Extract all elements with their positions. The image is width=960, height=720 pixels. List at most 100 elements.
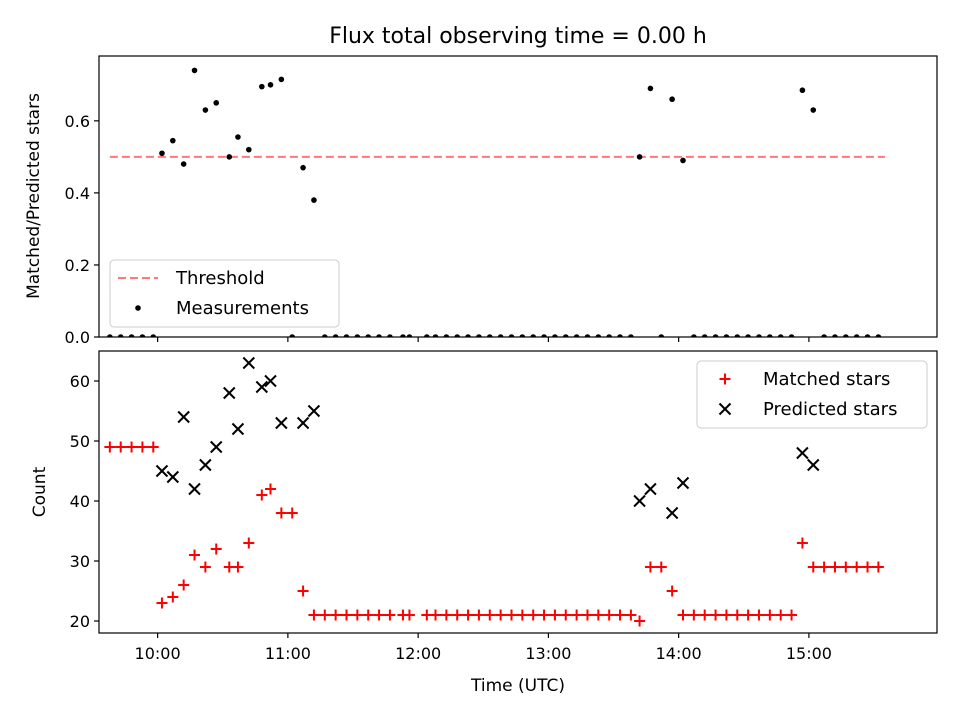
- marker-stroke: [199, 458, 212, 472]
- measurement-point: [691, 334, 697, 337]
- measurement-point: [658, 334, 665, 337]
- measurement-point: [170, 137, 176, 144]
- predicted-star-marker: [807, 458, 820, 472]
- measurement-point: [552, 334, 558, 337]
- predicted-star-marker: [644, 482, 657, 496]
- y-tick-label: 40: [70, 492, 90, 511]
- measurement-point: [226, 154, 233, 160]
- measurement-point: [289, 334, 296, 337]
- measurement-point: [311, 197, 317, 203]
- matched-star-marker: [265, 483, 277, 495]
- measurement-point: [128, 334, 135, 337]
- marker-stroke: [665, 506, 679, 520]
- measurement-point: [354, 334, 361, 337]
- chart-title: Flux total observing time = 0.00 h: [329, 24, 707, 49]
- measurement-point: [745, 334, 751, 337]
- legend-label: Matched stars: [763, 369, 890, 390]
- measurement-point: [267, 82, 274, 88]
- matched-star-marker: [384, 609, 396, 621]
- matched-star-marker: [362, 609, 374, 621]
- matched-star-marker: [286, 507, 298, 519]
- matched-star-marker: [560, 609, 572, 621]
- plot-markers: [107, 67, 885, 337]
- matched-star-marker: [655, 561, 667, 573]
- matched-star-marker: [430, 609, 442, 621]
- predicted-star-marker: [296, 416, 310, 430]
- measurement-point: [734, 334, 741, 337]
- matched-star-marker: [677, 609, 689, 621]
- matched-star-marker: [462, 609, 474, 621]
- measurement-point: [300, 164, 306, 171]
- measurement-point: [235, 134, 241, 140]
- predicted-star-marker: [796, 446, 809, 460]
- measurement-point: [107, 334, 113, 337]
- marker-stroke: [633, 494, 646, 508]
- predicted-star-marker: [210, 440, 223, 454]
- measurement-point: [767, 334, 773, 337]
- measurement-point: [573, 334, 580, 337]
- bottom-plot-area: 20 30 40 50 60 10:00 11:00 12:00 13:00 14:00 15:00…: [70, 350, 938, 663]
- matched-star-marker: [829, 561, 841, 573]
- measurement-point: [424, 334, 430, 337]
- matched-star-marker: [210, 543, 222, 555]
- measurement-point: [541, 334, 547, 337]
- matched-star-marker: [156, 597, 168, 609]
- matched-star-marker: [440, 609, 452, 621]
- measurement-point: [606, 334, 612, 337]
- measurement-point: [584, 334, 591, 337]
- marker-stroke: [242, 356, 256, 370]
- matched-star-marker: [688, 609, 700, 621]
- matched-star-marker: [644, 561, 656, 573]
- y-tick-label: 20: [70, 612, 90, 631]
- matched-star-marker: [862, 561, 874, 573]
- measurement-point: [321, 334, 328, 337]
- measurement-point: [777, 334, 784, 337]
- top-y-axis-label: Matched/Predicted stars: [24, 93, 44, 299]
- legend-box: [696, 360, 928, 429]
- measurement-point: [202, 107, 209, 113]
- measurement-point: [139, 334, 146, 337]
- measurement-point: [150, 334, 157, 337]
- measurement-point: [443, 334, 450, 337]
- top-legend: Threshold Measurements: [109, 259, 340, 328]
- measurement-point: [497, 334, 504, 337]
- predicted-star-marker: [231, 422, 245, 436]
- marker-stroke: [177, 410, 190, 424]
- marker-stroke: [275, 416, 288, 430]
- measurement-point: [245, 146, 252, 153]
- predicted-star-marker: [242, 356, 256, 370]
- matched-star-marker: [742, 609, 754, 621]
- matched-star-marker: [775, 609, 787, 621]
- predicted-star-marker: [166, 470, 180, 484]
- matched-star-marker: [126, 441, 138, 453]
- marker-stroke: [296, 416, 310, 430]
- measurement-point: [486, 334, 493, 337]
- marker-stroke: [796, 446, 809, 460]
- measurement-point: [595, 334, 602, 337]
- predicted-star-marker: [275, 416, 288, 430]
- matched-star-marker: [330, 609, 342, 621]
- measurement-point: [159, 150, 165, 157]
- matched-star-marker: [243, 537, 255, 549]
- measurement-point: [723, 334, 730, 337]
- measurement-point: [636, 154, 643, 160]
- matched-star-marker: [104, 441, 116, 453]
- measurement-point: [530, 334, 536, 337]
- matched-star-marker: [232, 561, 244, 573]
- legend-label: Threshold: [175, 268, 265, 289]
- x-tick-label: 13:00: [525, 644, 571, 663]
- legend-predicted-swatch: [718, 402, 732, 416]
- predicted-star-marker: [307, 404, 321, 418]
- measurement-point: [476, 334, 482, 337]
- measurement-point: [454, 334, 461, 337]
- matched-star-marker: [710, 609, 722, 621]
- matched-star-marker: [308, 609, 320, 621]
- matched-star-marker: [731, 609, 743, 621]
- legend-measurement-swatch: [135, 305, 141, 311]
- marker-stroke: [807, 458, 820, 472]
- matched-star-marker: [818, 561, 830, 573]
- matched-star-marker: [851, 561, 863, 573]
- measurement-point: [365, 334, 372, 337]
- predicted-star-marker: [199, 458, 212, 472]
- matched-star-marker: [625, 609, 637, 621]
